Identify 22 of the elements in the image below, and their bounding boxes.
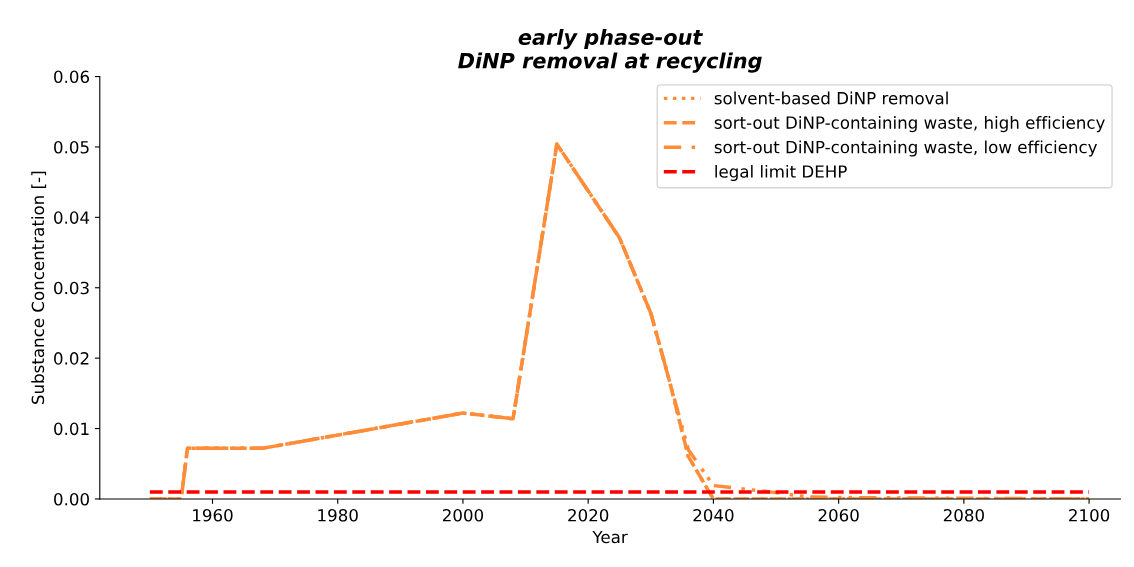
legend-label: sort-out DiNP-containing waste, high efficiency: [714, 116, 1105, 133]
legend-label: legal limit DEHP: [715, 164, 847, 182]
x-tick-label: 2040: [693, 508, 734, 522]
y-tick-label: 0.06: [54, 70, 90, 84]
y-tick-label: 0.03: [54, 281, 89, 295]
y-tick-label: 0.05: [54, 140, 89, 154]
chart-title: early phase-out DiNP removal at recycling: [458, 28, 762, 73]
y-axis-title: Substance Concentration [-]: [31, 171, 47, 404]
legend-label: sort-out DiNP-containing waste, low efficiency: [714, 140, 1098, 157]
x-tick-label: 2080: [943, 508, 984, 522]
y-tick-label: 0.04: [54, 211, 90, 224]
x-tick-label: 2000: [442, 508, 484, 522]
legend-label: solvent-based DiNP removal: [714, 91, 948, 105]
x-tick-label: 2060: [818, 508, 859, 522]
x-tick-label: 1960: [193, 508, 233, 522]
x-tick-label: 2020: [568, 508, 609, 522]
x-tick-label: 1980: [318, 508, 358, 522]
x-tick-label: 2100: [1069, 508, 1110, 522]
x-axis-title: Year: [592, 530, 628, 544]
y-tick-label: 0.02: [54, 352, 89, 365]
y-tick-label: 0.01: [54, 422, 89, 436]
y-tick-label: 0.00: [54, 492, 89, 506]
